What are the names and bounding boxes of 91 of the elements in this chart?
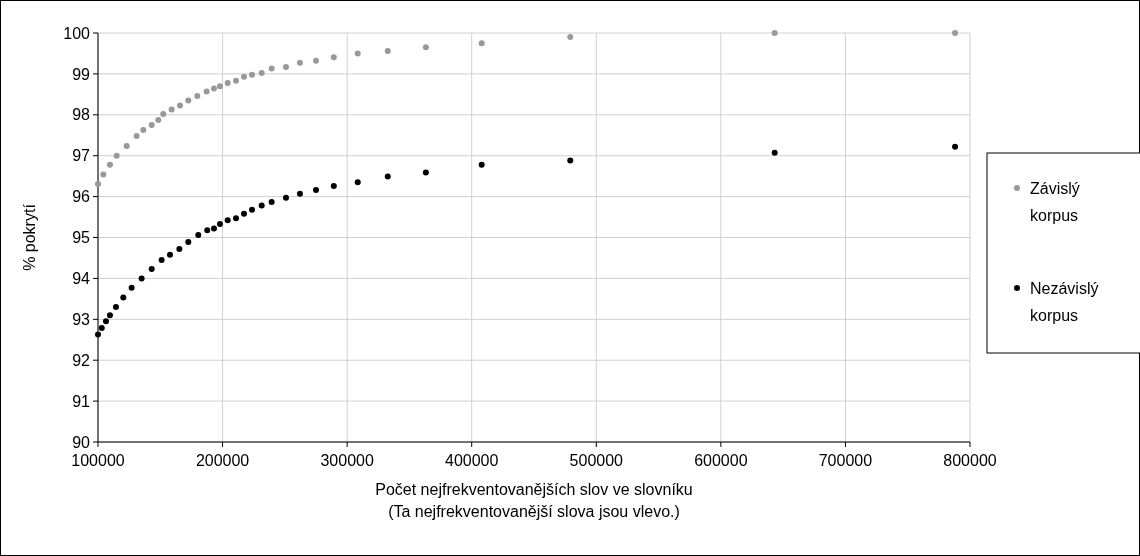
y-tick-label: 94 xyxy=(72,270,91,287)
point xyxy=(210,85,217,92)
point xyxy=(185,97,192,104)
point xyxy=(224,79,231,86)
point xyxy=(233,77,240,84)
point xyxy=(216,83,223,90)
point xyxy=(478,161,485,168)
point xyxy=(248,206,255,213)
point xyxy=(155,117,162,124)
point xyxy=(148,122,155,129)
point xyxy=(98,324,105,331)
point xyxy=(258,202,265,209)
x-tick-label: 100000 xyxy=(71,452,125,469)
point xyxy=(567,34,574,41)
y-tick-label: 92 xyxy=(72,351,91,369)
point xyxy=(102,318,109,325)
point xyxy=(233,215,240,222)
point xyxy=(354,50,361,57)
point xyxy=(567,157,574,164)
point xyxy=(241,210,247,217)
point xyxy=(167,251,173,258)
point xyxy=(422,44,429,51)
x-tick-label: 200000 xyxy=(195,452,250,469)
point xyxy=(330,182,337,189)
point xyxy=(241,73,247,80)
point xyxy=(771,30,778,36)
y-tick-label: 96 xyxy=(72,188,91,206)
point xyxy=(128,284,135,291)
point xyxy=(123,142,130,149)
point xyxy=(106,312,113,319)
legend-label: Závislý korpus xyxy=(1030,179,1080,224)
point xyxy=(268,198,275,205)
point xyxy=(113,152,120,159)
y-tick-label: 99 xyxy=(72,65,91,83)
point xyxy=(95,180,101,187)
x-tick-label: 500000 xyxy=(569,452,624,469)
point xyxy=(106,161,113,168)
point xyxy=(203,88,210,95)
point xyxy=(100,171,107,178)
point xyxy=(268,65,275,72)
y-tick-label: 90 xyxy=(72,433,91,451)
point xyxy=(296,59,303,66)
point xyxy=(952,30,959,36)
x-axis-title: Počet nejfrekventovanějších slov ve slovníku (Ta nejfrekventovanější slova jsou vlevo.) xyxy=(375,481,693,520)
y-axis-title: % pokrytí xyxy=(21,203,38,271)
y-tick-label: 97 xyxy=(72,147,91,165)
point xyxy=(313,57,319,64)
y-tick-label: 98 xyxy=(72,106,91,124)
point xyxy=(120,294,127,301)
point xyxy=(176,102,183,109)
point xyxy=(478,40,485,47)
point xyxy=(158,257,165,263)
point xyxy=(210,225,217,232)
y-tick-label: 91 xyxy=(72,392,91,410)
point xyxy=(296,190,303,197)
x-tick-label: 400000 xyxy=(445,452,499,469)
legend-label: Nezávislý korpus xyxy=(1030,279,1099,324)
point xyxy=(422,169,429,176)
point xyxy=(185,239,192,245)
x-tick-label: 700000 xyxy=(818,452,873,469)
point xyxy=(176,245,183,252)
point xyxy=(952,143,959,150)
point xyxy=(384,48,391,54)
point xyxy=(194,92,201,99)
x-tick-label: 300000 xyxy=(320,452,374,469)
point xyxy=(168,106,175,113)
point xyxy=(330,54,337,61)
point xyxy=(282,194,289,201)
point xyxy=(282,63,289,70)
point xyxy=(224,217,231,224)
point xyxy=(204,227,211,234)
point xyxy=(384,173,391,180)
point xyxy=(133,133,140,140)
y-tick-label: 95 xyxy=(72,229,91,247)
y-tick-label: 100 xyxy=(63,24,91,42)
point xyxy=(160,110,167,117)
point xyxy=(354,179,361,186)
point xyxy=(112,304,119,311)
point xyxy=(195,232,202,239)
y-tick-label: 93 xyxy=(72,310,91,328)
x-tick-label: 600000 xyxy=(694,452,748,469)
point xyxy=(148,265,155,272)
point xyxy=(313,187,319,194)
point xyxy=(138,275,145,282)
point xyxy=(258,70,265,77)
point xyxy=(248,71,255,78)
point xyxy=(216,221,223,227)
x-tick-label: 800000 xyxy=(943,452,997,469)
point xyxy=(95,331,101,338)
point xyxy=(771,149,778,156)
point xyxy=(140,126,147,133)
